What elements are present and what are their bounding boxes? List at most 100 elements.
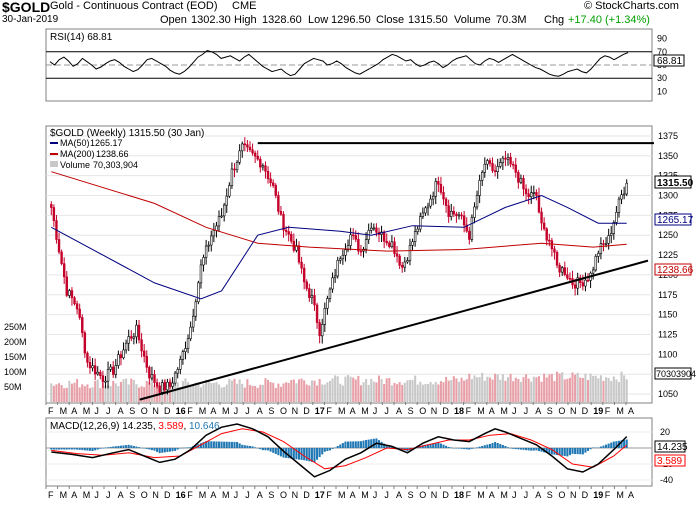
macd-histogram-bar: [491, 443, 494, 448]
volume-last-value: 70303904: [656, 369, 696, 379]
macd-histogram-bar: [439, 443, 442, 448]
macd-histogram-bar: [107, 447, 110, 448]
x-tick-label: F: [326, 406, 332, 416]
x-tick-label: J: [245, 406, 250, 416]
macd-histogram-bar: [145, 448, 148, 449]
macd-histogram-bar: [179, 448, 182, 449]
macd-histogram-bar: [566, 448, 569, 457]
volume-bar: [566, 378, 569, 402]
volume-bar: [556, 371, 559, 402]
macd-histogram-bar: [65, 448, 68, 450]
volume-bar: [470, 379, 473, 402]
candle-body: [78, 308, 81, 318]
ma50-last-box: [654, 213, 692, 226]
macd-histogram-bar: [568, 448, 571, 456]
candle-body: [426, 205, 430, 209]
candle-body: [212, 230, 216, 237]
macd-hist-value: 10.646: [189, 421, 220, 432]
candle-body: [527, 193, 530, 198]
x-tick-label: F: [466, 490, 472, 500]
candle-body: [150, 374, 154, 379]
candle-body: [470, 217, 474, 240]
macd-histogram-bar: [215, 441, 218, 448]
macd-histogram-bar: [450, 447, 453, 448]
candle-body: [473, 206, 476, 218]
open-value: 1302.30: [191, 14, 231, 26]
volume-bar: [380, 379, 383, 402]
candle-body: [186, 338, 190, 349]
candle-body: [207, 244, 210, 247]
volume-bar: [504, 380, 507, 402]
candle-body: [522, 178, 525, 190]
x-tick-label: O: [280, 406, 287, 416]
candle-body: [542, 222, 546, 230]
macd-histogram-bar: [437, 442, 440, 448]
candle-body: [284, 229, 288, 232]
candle-body: [132, 336, 136, 339]
macd-histogram-bar: [504, 446, 507, 448]
ticker-symbol: $GOLD: [2, 0, 51, 15]
macd-tick-label: -40: [660, 475, 673, 485]
candle-body: [235, 162, 239, 171]
macd-histogram-bar: [424, 444, 427, 448]
x-tick-label: D: [442, 406, 449, 416]
x-tick-label: F: [48, 490, 54, 500]
macd-histogram-bar: [579, 448, 582, 455]
volume-bar: [548, 374, 551, 402]
macd-histogram-bar: [445, 445, 448, 448]
x-tick-label: 16: [176, 490, 186, 500]
candle-body: [504, 157, 507, 160]
candle-body: [171, 382, 174, 387]
candle-body: [364, 239, 368, 250]
volume-bar: [486, 376, 489, 402]
candle-body: [271, 182, 275, 186]
volume-bar: [429, 382, 432, 402]
candle-body: [91, 365, 94, 369]
x-tick-label: J: [234, 490, 239, 500]
macd-histogram-bar: [194, 445, 197, 448]
candle-body: [594, 256, 597, 271]
x-tick-label: M: [361, 490, 369, 500]
volume-bar: [96, 379, 99, 402]
x-tick-label: 19: [593, 490, 603, 500]
x-tick-label: S: [547, 406, 553, 416]
volume-bar: [230, 380, 233, 402]
volume-bar: [478, 377, 481, 402]
volume-bar: [607, 377, 610, 402]
x-tick-label: S: [268, 490, 274, 500]
candle-body: [622, 193, 626, 196]
x-tick-label: S: [129, 490, 135, 500]
candle-body: [434, 181, 437, 197]
x-tick-label: F: [326, 490, 332, 500]
volume-bar: [76, 379, 79, 402]
ma200-last-box: [654, 263, 692, 276]
candle-body: [279, 211, 283, 215]
legend-volume-name: Volume: [60, 160, 90, 170]
candle-body: [419, 216, 422, 230]
price-tick-label: 1300: [658, 191, 678, 201]
macd-histogram-bar: [236, 442, 239, 448]
x-tick-label: M: [199, 490, 207, 500]
volume-bar: [220, 387, 223, 402]
volume-bar: [525, 374, 528, 402]
macd-histogram-bar: [610, 442, 613, 448]
candle-body: [222, 204, 226, 217]
macd-histogram-bar: [295, 448, 298, 460]
candle-body: [581, 282, 585, 287]
macd-histogram-bar: [55, 448, 58, 450]
volume-bar: [416, 384, 419, 402]
candle-body: [597, 252, 600, 257]
volume-bar: [599, 375, 602, 402]
x-tick-label: M: [83, 406, 91, 416]
candle-body: [197, 282, 200, 303]
candle-body: [403, 261, 407, 268]
candle-body: [509, 156, 512, 165]
volume-bar: [109, 386, 112, 402]
volume-bar: [199, 387, 202, 402]
x-tick-label: F: [466, 406, 472, 416]
x-tick-label: J: [245, 490, 250, 500]
candle-body: [468, 230, 471, 240]
price-tick-label: 1100: [658, 349, 677, 359]
x-tick-label: S: [408, 406, 414, 416]
volume-bar: [372, 381, 375, 402]
